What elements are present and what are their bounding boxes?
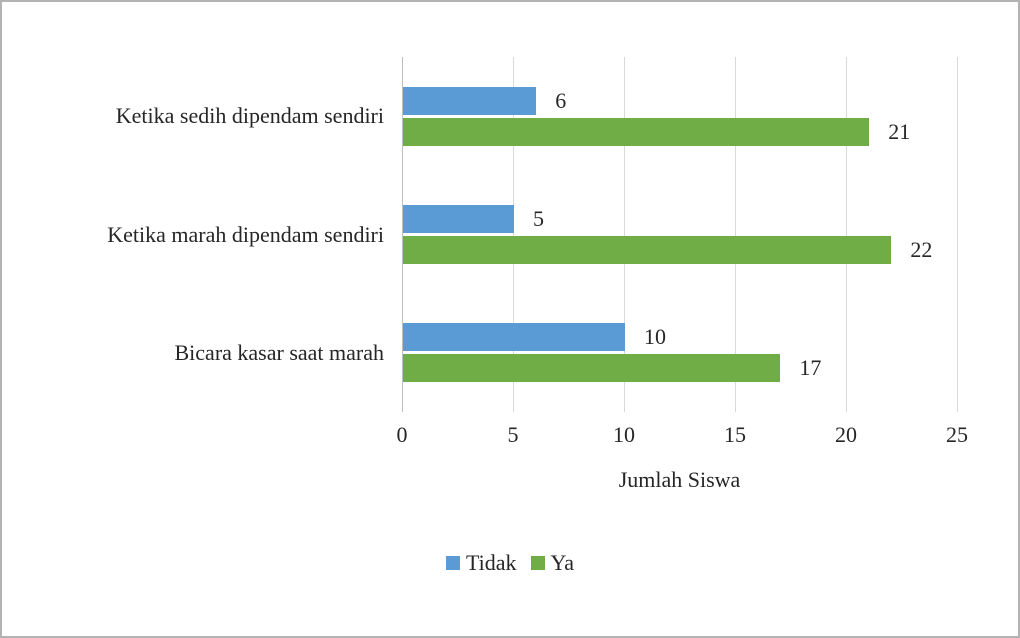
legend-swatch: [530, 556, 545, 570]
legend: Tidak Ya: [2, 550, 1018, 576]
value-label: 10: [644, 324, 666, 350]
gridline: [735, 57, 736, 412]
value-label: 21: [888, 118, 911, 144]
bar-ya: [403, 354, 781, 383]
bar-ya: [403, 117, 870, 146]
category-label: Ketika marah dipendam sendiri: [107, 221, 384, 247]
category-label: Bicara kasar saat marah: [174, 339, 385, 365]
legend-label: Tidak: [466, 550, 517, 575]
value-label: 22: [910, 237, 933, 262]
bar-ya: [403, 236, 892, 264]
bar-tidak: [403, 323, 625, 352]
gridline: [846, 57, 847, 412]
legend-swatch: [446, 556, 460, 570]
x-tick-label: 5: [507, 422, 519, 447]
x-tick-label: 15: [724, 422, 746, 447]
legend-item-ya: Ya: [530, 550, 574, 576]
gridline: [624, 57, 625, 412]
gridline: [957, 57, 958, 412]
bar-tidak: [403, 205, 514, 233]
x-tick-label: 10: [613, 422, 635, 447]
legend-item-tidak: Tidak: [446, 550, 517, 576]
x-tick-label: 20: [835, 422, 857, 447]
bar-tidak: [403, 86, 537, 115]
y-axis-line: [402, 57, 403, 412]
category-label: Ketika sedih dipendam sendiri: [115, 103, 384, 129]
value-label: 5: [533, 206, 544, 231]
x-axis-title: Jumlah Siswa: [618, 467, 741, 492]
legend-label: Ya: [550, 550, 574, 575]
value-label: 17: [799, 355, 822, 381]
x-tick-label: 25: [946, 422, 968, 447]
gridline: [513, 57, 514, 412]
value-label: 6: [555, 87, 567, 113]
x-tick-label: 0: [396, 422, 408, 447]
